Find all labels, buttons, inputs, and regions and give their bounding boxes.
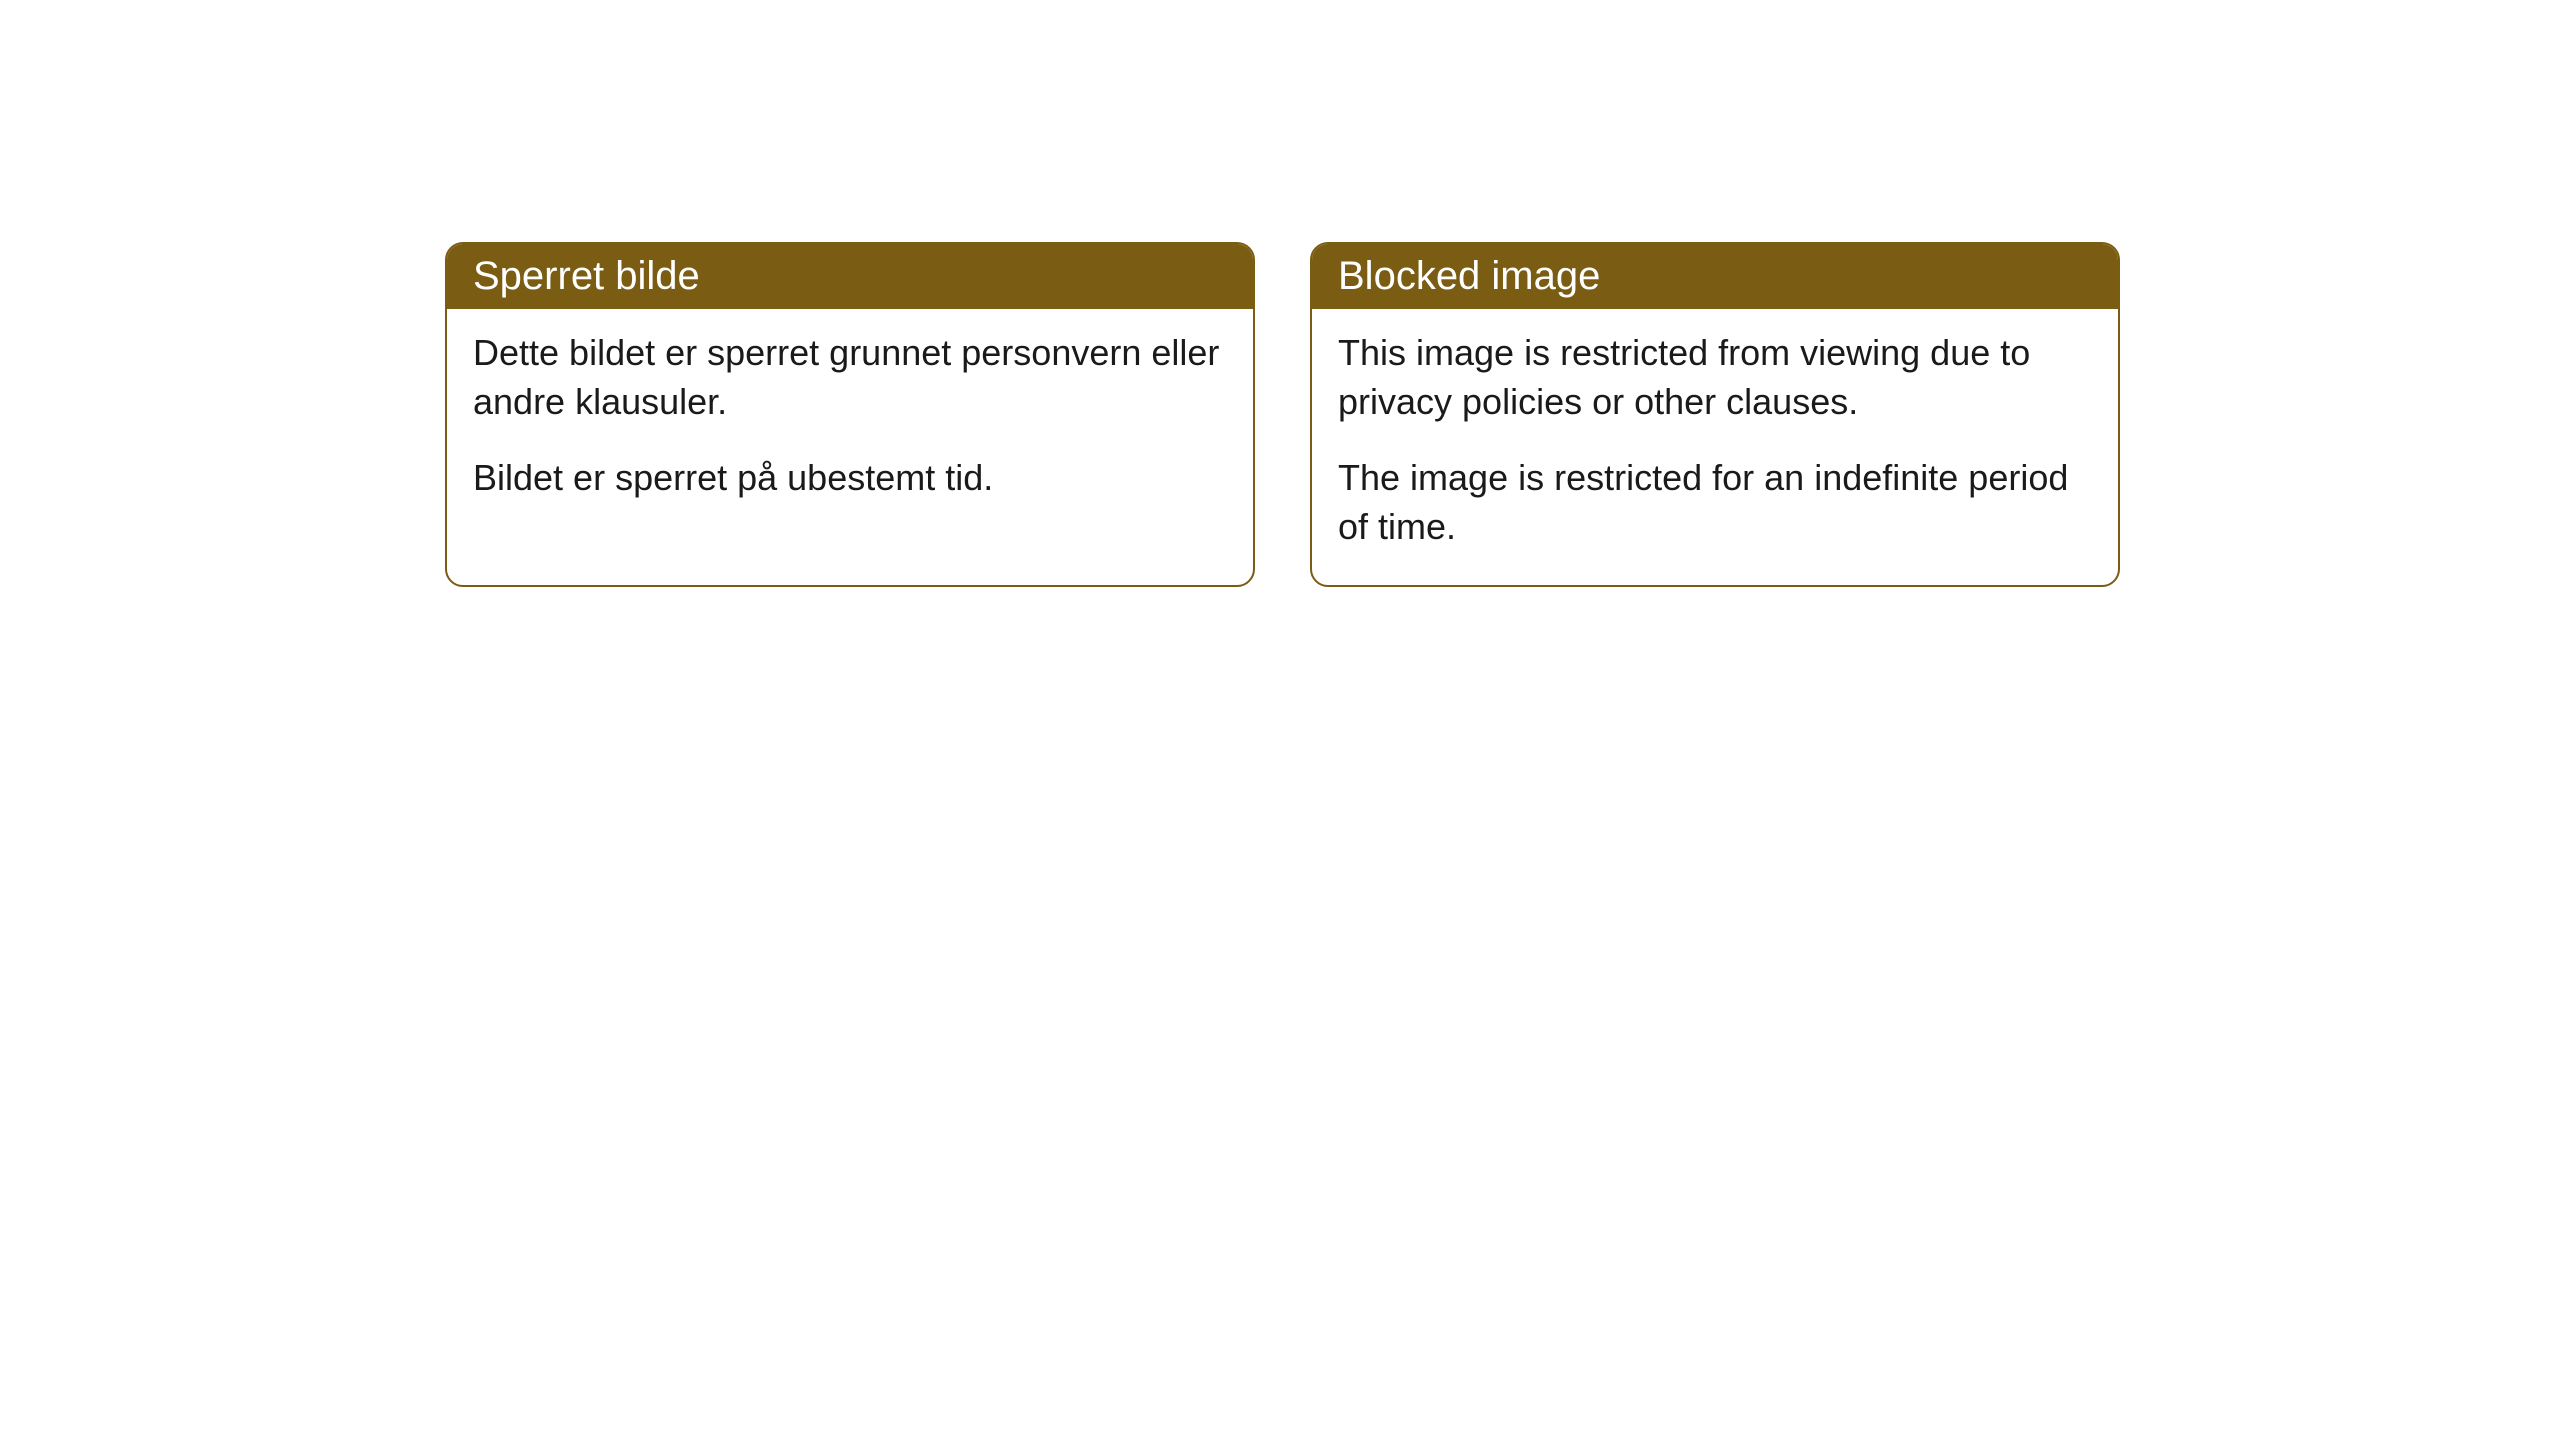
notice-cards-container: Sperret bilde Dette bildet er sperret gr… (0, 0, 2560, 587)
card-header: Sperret bilde (447, 244, 1253, 309)
card-paragraph: Bildet er sperret på ubestemt tid. (473, 454, 1227, 503)
card-title: Blocked image (1338, 254, 1600, 298)
card-title: Sperret bilde (473, 254, 700, 298)
card-paragraph: The image is restricted for an indefinit… (1338, 454, 2092, 551)
card-body: Dette bildet er sperret grunnet personve… (447, 309, 1253, 537)
card-body: This image is restricted from viewing du… (1312, 309, 2118, 585)
card-paragraph: Dette bildet er sperret grunnet personve… (473, 329, 1227, 426)
card-header: Blocked image (1312, 244, 2118, 309)
blocked-image-card-norwegian: Sperret bilde Dette bildet er sperret gr… (445, 242, 1255, 587)
card-paragraph: This image is restricted from viewing du… (1338, 329, 2092, 426)
blocked-image-card-english: Blocked image This image is restricted f… (1310, 242, 2120, 587)
